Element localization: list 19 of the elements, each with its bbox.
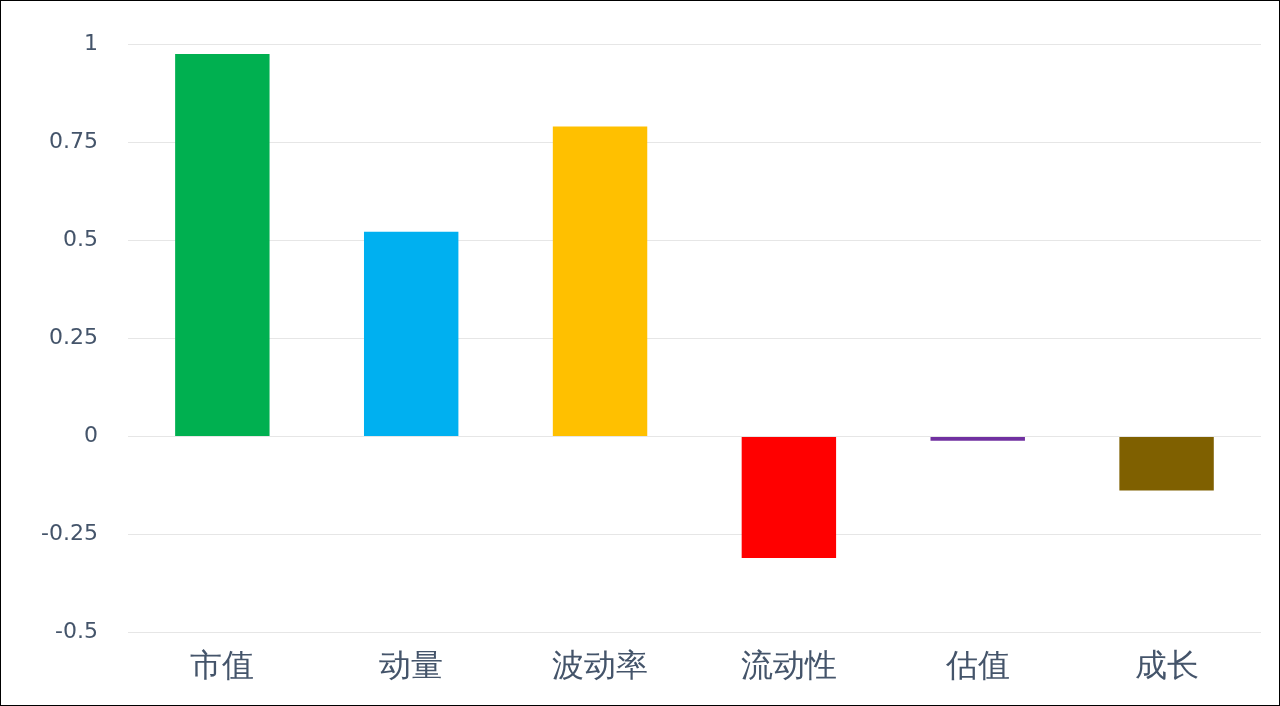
y-tick-label: 0.5 [62, 226, 98, 252]
y-tick-label: -0.5 [54, 618, 98, 644]
x-tick-label: 流动性 [740, 646, 837, 685]
bar [930, 436, 1025, 441]
bar [363, 231, 459, 436]
y-tick-label: -0.25 [40, 520, 98, 546]
x-tick-label: 动量 [379, 646, 444, 685]
y-tick-label: 0.75 [48, 127, 98, 153]
x-tick-label: 估值 [944, 646, 1010, 685]
y-tick-label: 0 [83, 422, 98, 448]
x-tick-label: 市值 [190, 646, 255, 685]
x-tick-label: 成长 [1134, 646, 1199, 685]
bar [741, 436, 837, 559]
bar [552, 126, 648, 436]
x-tick-label: 波动率 [552, 646, 649, 685]
y-tick-label: 1 [83, 29, 98, 55]
bar [1119, 436, 1214, 491]
y-tick-label: 0.25 [48, 324, 98, 350]
bar [175, 54, 270, 436]
